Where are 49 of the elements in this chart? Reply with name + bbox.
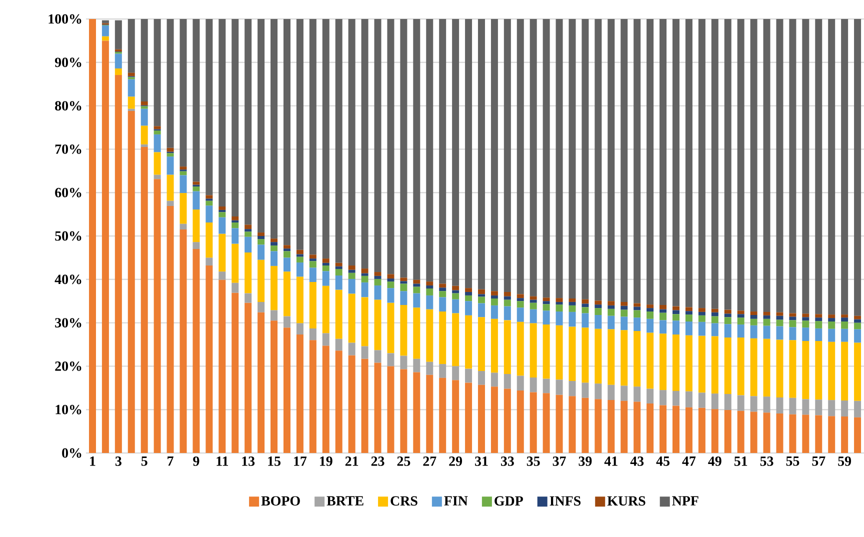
x-tick-label: 35 xyxy=(526,456,540,466)
y-tick-label: 30% xyxy=(55,318,82,328)
x-tick-label: 47 xyxy=(682,456,696,466)
x-tick-label: 51 xyxy=(734,456,748,466)
legend-label: BOPO xyxy=(261,496,300,506)
legend-label: INFS xyxy=(550,496,581,506)
y-tick-label: 50% xyxy=(55,231,82,241)
x-tick-label: 37 xyxy=(552,456,566,466)
x-tick-label: 17 xyxy=(294,456,307,466)
x-tick-label: 13 xyxy=(242,456,255,466)
y-tick-label: 40% xyxy=(54,274,82,284)
legend-label: NPF xyxy=(672,496,698,506)
x-tick-label: 21 xyxy=(345,456,358,466)
x-tick-label: 57 xyxy=(812,456,826,466)
y-tick-label: 0% xyxy=(62,448,82,458)
x-tick-label: 15 xyxy=(268,456,280,466)
x-tick-label: 3 xyxy=(115,456,122,466)
x-tick-label: 45 xyxy=(656,456,670,466)
y-tick-label: 20% xyxy=(55,361,82,371)
x-tick-label: 53 xyxy=(760,456,774,466)
x-tick-label: 25 xyxy=(397,456,410,466)
x-tick-label: 9 xyxy=(193,456,200,466)
legend-label: GDP xyxy=(494,496,523,506)
legend-label: CRS xyxy=(390,496,418,506)
x-tick-label: 55 xyxy=(786,456,800,466)
y-tick-label: 10% xyxy=(56,404,82,414)
y-tick-label: 90% xyxy=(54,58,82,68)
x-tick-label: 27 xyxy=(423,456,436,466)
x-tick-label: 11 xyxy=(216,456,228,466)
x-tick-label: 19 xyxy=(320,456,332,466)
legend-label: KURS xyxy=(607,496,646,506)
x-tick-label: 1 xyxy=(90,456,96,466)
x-tick-label: 39 xyxy=(578,456,592,466)
x-tick-label: 43 xyxy=(630,456,644,466)
y-tick-label: 100% xyxy=(48,14,82,24)
legend-label: BRTE xyxy=(326,496,364,506)
y-tick-label: 70% xyxy=(55,144,82,154)
x-tick-label: 5 xyxy=(141,456,148,466)
y-tick-label: 60% xyxy=(55,188,82,198)
x-tick-label: 7 xyxy=(168,456,174,466)
y-tick-label: 80% xyxy=(55,101,82,111)
x-tick-label: 23 xyxy=(371,456,384,466)
x-tick-label: 59 xyxy=(838,456,852,466)
legend-label: FIN xyxy=(444,496,468,506)
x-tick-label: 41 xyxy=(604,456,618,466)
x-tick-label: 49 xyxy=(708,456,722,466)
x-tick-label: 33 xyxy=(500,456,514,466)
x-tick-label: 31 xyxy=(475,456,488,466)
x-tick-label: 29 xyxy=(449,456,462,466)
